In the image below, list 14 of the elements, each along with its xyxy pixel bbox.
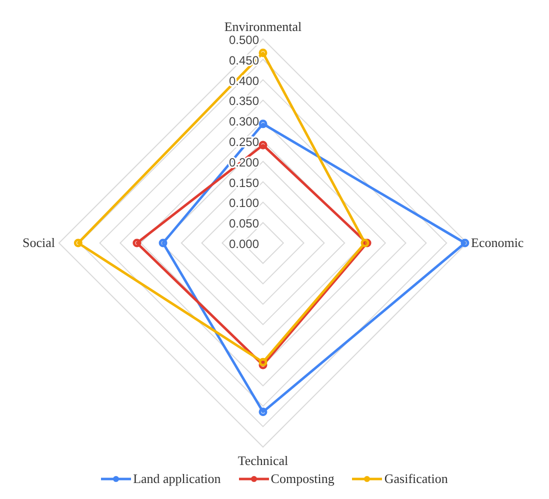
spoke-label: Social	[22, 235, 56, 250]
y-tick-label: 0.150	[228, 176, 260, 190]
legend-label: Land application	[132, 471, 221, 487]
spoke-label: Environmental	[224, 19, 302, 34]
y-tick-label: 0.100	[228, 196, 260, 210]
legend-label: Composting	[270, 471, 334, 487]
legend-label: Gasification	[383, 471, 448, 487]
y-tick-label: 0.500	[228, 33, 260, 47]
y-tick-label: 0.350	[228, 94, 260, 108]
y-tick-label: 0.050	[228, 216, 260, 231]
spoke-label: Technical	[238, 453, 289, 468]
y-tick-label: 0.300	[228, 114, 260, 129]
spoke-label: Economic	[471, 235, 524, 250]
y-tick-label: 0.000	[228, 237, 260, 251]
